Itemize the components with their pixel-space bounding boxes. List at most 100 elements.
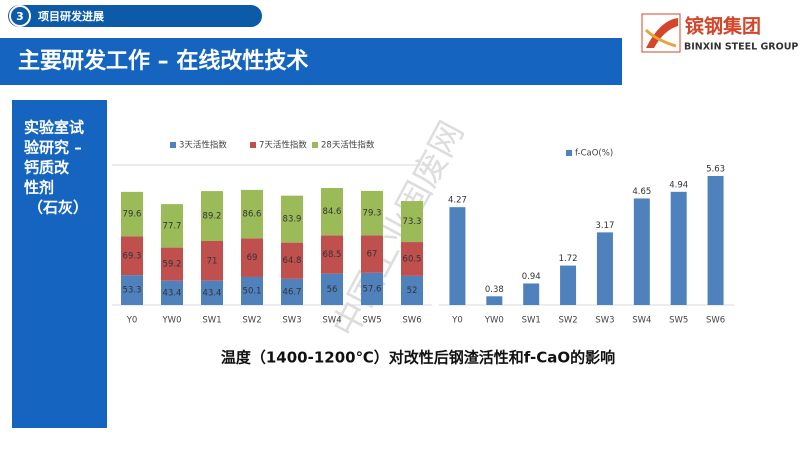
data-label: 0.38 [485, 285, 504, 295]
x-tick-label: Y0 [126, 316, 138, 326]
bar [449, 207, 466, 305]
data-label: 46.7 [283, 287, 302, 297]
data-label: 73.3 [403, 217, 422, 227]
data-label: 86.6 [243, 210, 262, 220]
x-tick-label: SW5 [362, 316, 381, 326]
bar-segment [401, 275, 423, 305]
legend-label: 28天活性指数 [321, 140, 375, 151]
data-label: 60.5 [403, 254, 422, 264]
data-label: 67 [367, 250, 378, 260]
x-tick-label: Y0 [451, 316, 463, 326]
sidebar-line: 验研究 – [24, 139, 82, 157]
bar-segment [321, 273, 343, 305]
legend-label: 3天活性指数 [179, 140, 227, 151]
bar [523, 283, 540, 305]
x-tick-label: SW6 [402, 316, 421, 326]
data-label: 79.3 [363, 209, 382, 219]
x-tick-label: SW1 [202, 316, 221, 326]
sidebar-line: 性剂 [24, 179, 54, 197]
x-tick-label: SW3 [282, 316, 301, 326]
logo-subtitle: BINXIN STEEL GROUP [684, 42, 798, 53]
bar [560, 265, 577, 305]
data-label: 57.6 [363, 284, 382, 294]
legend-swatch [566, 150, 572, 156]
bar-segment [401, 242, 423, 276]
logo: 镔钢集团 BINXIN STEEL GROUP [641, 13, 798, 53]
legend-label: 7天活性指数 [259, 140, 307, 151]
legend-swatch [312, 142, 318, 148]
sidebar-line: （石灰） [28, 199, 88, 217]
data-label: 1.72 [559, 254, 578, 264]
logo-name: 镔钢集团 [685, 15, 761, 38]
legend-swatch [170, 142, 176, 148]
section-title: 项目研发进展 [38, 9, 105, 23]
data-label: 68.5 [323, 250, 342, 260]
data-label: 43.4 [203, 288, 222, 298]
sidebar-line: 实验室试 [24, 119, 84, 137]
data-label: 3.17 [595, 221, 614, 231]
section-pill [8, 5, 262, 27]
x-tick-label: YW0 [484, 316, 504, 326]
x-tick-label: YW0 [161, 316, 181, 326]
bar-segment [201, 240, 223, 281]
data-label: 69 [247, 253, 258, 263]
bar [633, 198, 650, 305]
bar-segment [401, 201, 423, 243]
sidebar [12, 100, 107, 428]
bar [596, 232, 613, 305]
bar-segment [121, 236, 143, 276]
sidebar-line: 钙质改 [24, 159, 70, 177]
data-label: 56 [327, 285, 338, 295]
data-label: 84.6 [323, 207, 342, 217]
slide-title: 主要研发工作 – 在线改性技术 [18, 48, 308, 74]
x-tick-label: SW4 [632, 316, 651, 326]
bar-segment [281, 195, 303, 243]
bar [707, 176, 724, 305]
title-bar [0, 38, 622, 85]
caption: 温度（1400-1200℃）对改性后钢渣活性和f-CaO的影响 [221, 349, 615, 367]
x-tick-label: SW5 [669, 316, 688, 326]
bar-segment [361, 190, 383, 236]
bar [670, 191, 687, 305]
bar [486, 296, 503, 305]
bar-segment [121, 191, 143, 237]
data-label: 83.9 [283, 215, 302, 225]
bar-segment [241, 276, 263, 305]
bar-segment [361, 235, 383, 273]
bar-segment [161, 280, 183, 305]
x-tick-label: SW6 [706, 316, 725, 326]
x-tick-label: SW2 [242, 316, 261, 326]
data-label: 59.2 [163, 260, 182, 270]
bar-segment [281, 242, 303, 279]
data-label: 4.65 [632, 187, 651, 197]
x-tick-label: SW1 [522, 316, 541, 326]
bar-segment [161, 204, 183, 248]
data-label: 89.2 [203, 212, 222, 222]
data-label: 52 [407, 286, 418, 296]
data-label: 43.4 [163, 288, 182, 298]
data-label: 53.3 [123, 286, 142, 296]
logo-swoosh [646, 18, 678, 48]
x-tick-label: SW4 [322, 316, 341, 326]
data-label: 0.94 [522, 272, 541, 282]
data-label: 79.6 [123, 210, 142, 220]
bar-segment [161, 247, 183, 281]
bar-segment [321, 188, 343, 236]
data-label: 71 [207, 256, 218, 266]
data-label: 4.94 [669, 180, 688, 190]
x-tick-label: SW3 [595, 316, 614, 326]
data-label: 69.3 [123, 251, 142, 261]
data-label: 50.1 [243, 286, 262, 296]
data-label: 64.8 [283, 256, 302, 266]
legend-label: f-CaO(%) [575, 149, 613, 159]
bar-segment [241, 189, 263, 239]
bar-segment [321, 235, 343, 274]
bar-segment [121, 275, 143, 305]
logo-arc [644, 28, 677, 48]
bar-segment [241, 238, 263, 277]
bar-segment [201, 280, 223, 305]
bar-segment [201, 191, 223, 241]
data-label: 4.27 [448, 196, 467, 206]
